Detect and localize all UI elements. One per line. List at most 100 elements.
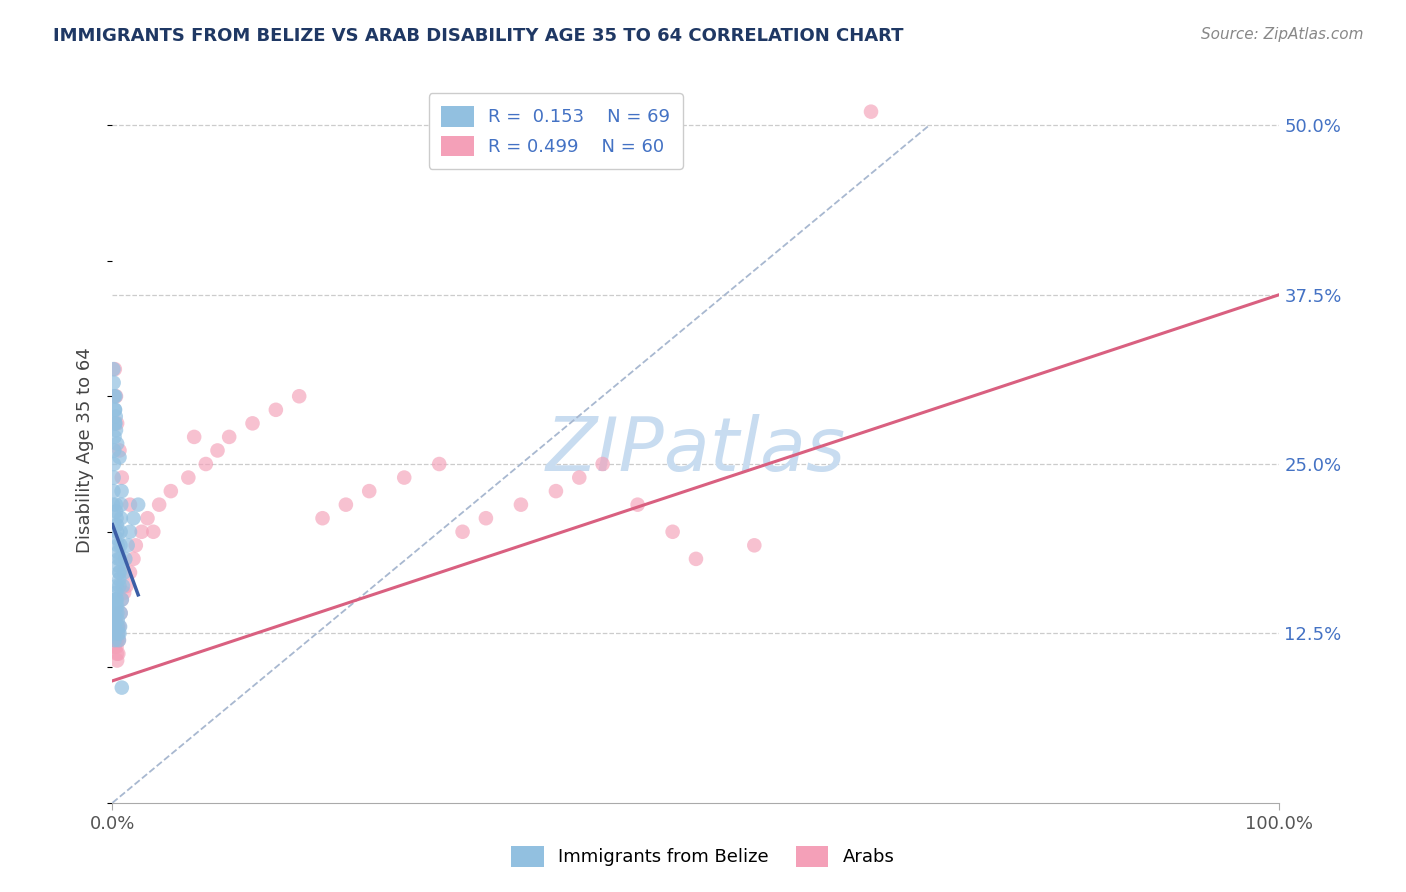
Point: [111, 579, 134, 593]
Point: [242, 417, 264, 431]
Point: [105, 599, 128, 614]
Point: [451, 524, 474, 539]
Point: [103, 613, 125, 627]
Point: [104, 389, 127, 403]
Point: [107, 619, 129, 633]
Point: [103, 430, 125, 444]
Point: [359, 484, 381, 499]
Point: [104, 592, 127, 607]
Point: [177, 470, 200, 484]
Point: [107, 613, 129, 627]
Point: [108, 566, 131, 580]
Point: [104, 606, 127, 620]
Point: [122, 511, 145, 525]
Point: [105, 592, 128, 607]
Point: [118, 566, 141, 580]
Point: [103, 619, 125, 633]
Point: [105, 417, 128, 431]
Point: [544, 484, 567, 499]
Point: [104, 619, 127, 633]
Point: [108, 566, 131, 580]
Point: [105, 436, 128, 450]
Point: [104, 498, 127, 512]
Point: [104, 640, 127, 654]
Point: [661, 524, 683, 539]
Point: [112, 566, 135, 580]
Point: [103, 626, 125, 640]
Point: [744, 538, 766, 552]
Point: [427, 457, 450, 471]
Point: [127, 498, 149, 512]
Point: [288, 389, 311, 403]
Point: [104, 619, 127, 633]
Point: [107, 538, 129, 552]
Point: [394, 470, 416, 484]
Point: [160, 484, 183, 499]
Point: [111, 681, 134, 695]
Point: [108, 619, 131, 633]
Point: [104, 402, 127, 417]
Point: [110, 511, 132, 525]
Point: [107, 552, 129, 566]
Point: [105, 653, 128, 667]
Point: [117, 538, 139, 552]
Point: [108, 619, 131, 633]
Point: [103, 626, 125, 640]
Point: [110, 606, 132, 620]
Point: [112, 586, 135, 600]
Point: [104, 417, 127, 431]
Y-axis label: Disability Age 35 to 64: Disability Age 35 to 64: [76, 348, 94, 553]
Point: [131, 524, 153, 539]
Point: [105, 511, 128, 525]
Point: [104, 626, 127, 640]
Point: [311, 511, 333, 525]
Point: [148, 498, 170, 512]
Point: [860, 104, 883, 119]
Point: [110, 498, 132, 512]
Point: [194, 457, 217, 471]
Point: [105, 640, 128, 654]
Point: [107, 619, 129, 633]
Point: [104, 423, 127, 437]
Point: [107, 558, 129, 573]
Point: [103, 457, 125, 471]
Point: [475, 511, 498, 525]
Point: [108, 443, 131, 458]
Point: [104, 362, 127, 376]
Point: [104, 606, 127, 620]
Point: [103, 484, 125, 499]
Point: [114, 552, 136, 566]
Point: [685, 552, 707, 566]
Point: [118, 524, 141, 539]
Point: [105, 532, 128, 546]
Point: [105, 633, 128, 648]
Point: [509, 498, 531, 512]
Point: [111, 470, 134, 484]
Point: [111, 592, 134, 607]
Point: [335, 498, 357, 512]
Point: [104, 592, 127, 607]
Text: IMMIGRANTS FROM BELIZE VS ARAB DISABILITY AGE 35 TO 64 CORRELATION CHART: IMMIGRANTS FROM BELIZE VS ARAB DISABILIT…: [53, 27, 904, 45]
Point: [105, 518, 128, 533]
Point: [122, 552, 145, 566]
Point: [568, 470, 591, 484]
Point: [103, 389, 125, 403]
Point: [105, 524, 128, 539]
Point: [105, 647, 128, 661]
Point: [125, 538, 148, 552]
Point: [110, 484, 132, 499]
Point: [183, 430, 205, 444]
Point: [142, 524, 165, 539]
Point: [592, 457, 614, 471]
Text: ZIPatlas: ZIPatlas: [546, 415, 846, 486]
Point: [108, 572, 131, 586]
Point: [107, 647, 129, 661]
Point: [115, 579, 138, 593]
Point: [108, 633, 131, 648]
Point: [103, 470, 125, 484]
Point: [103, 606, 125, 620]
Point: [110, 524, 132, 539]
Point: [104, 409, 127, 424]
Text: Source: ZipAtlas.com: Source: ZipAtlas.com: [1201, 27, 1364, 42]
Point: [104, 417, 127, 431]
